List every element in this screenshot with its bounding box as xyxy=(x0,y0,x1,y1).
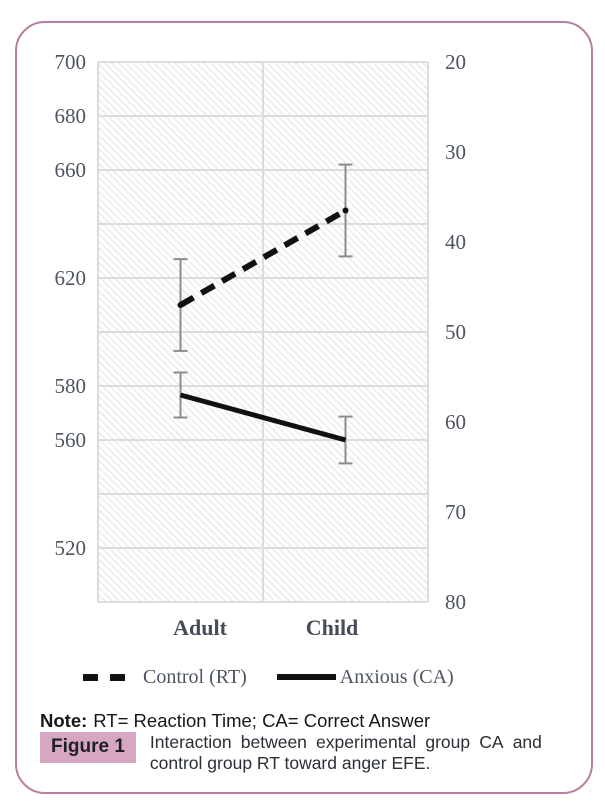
figure-caption-row: Figure 1 Interaction between experimental g… xyxy=(40,732,542,774)
figure-badge: Figure 1 xyxy=(40,732,136,763)
y-axis-right-tick: 50 xyxy=(445,320,466,344)
figure-caption: Interaction between experimental group CA and… xyxy=(150,732,542,774)
series-line-dashed xyxy=(179,207,347,308)
legend: Control (RT) Anxious (CA) xyxy=(83,664,454,690)
y-axis-right-tick: 70 xyxy=(445,500,466,524)
legend-label-anxious: Anxious (CA) xyxy=(339,665,454,688)
figure-caption-line1: Interaction between experimental group CA and xyxy=(150,732,542,753)
legend-label-control: Control (RT) xyxy=(143,665,247,688)
solid-line-sample-icon xyxy=(276,674,336,680)
y-axis-right-tick: 80 xyxy=(445,590,466,614)
y-axis-left-tick: 560 xyxy=(54,428,87,452)
caption-word: CA xyxy=(479,732,504,752)
note-text: RT= Reaction Time; CA= Correct Answer xyxy=(93,710,431,731)
figure-frame-border xyxy=(15,21,593,794)
y-axis-left-tick: 660 xyxy=(54,158,87,182)
note-line: Note: RT= Reaction Time; CA= Correct Answ… xyxy=(40,710,430,732)
y-axis-left-tick: 700 xyxy=(54,50,87,74)
y-axis-left-tick: 520 xyxy=(54,536,87,560)
y-axis-left-tick: 680 xyxy=(54,104,87,128)
dashed-line-sample-icon xyxy=(83,673,125,681)
caption-word: Interaction xyxy=(149,732,232,752)
series-line-solid xyxy=(179,392,347,443)
note-label: Note: xyxy=(40,710,88,731)
caption-word: and xyxy=(512,732,542,752)
y-axis-right-tick: 40 xyxy=(445,230,466,254)
legend-item-control: Control (RT) xyxy=(83,666,247,689)
y-axis-right-tick: 60 xyxy=(445,410,466,434)
caption-word: experimental xyxy=(316,732,417,752)
y-axis-left-tick: 580 xyxy=(54,374,87,398)
data-point-dot xyxy=(177,302,184,308)
y-axis-right-tick: 20 xyxy=(445,50,466,74)
x-axis-category-label: Adult xyxy=(173,615,227,640)
x-axis-category-label: Child xyxy=(305,615,359,640)
caption-word: between xyxy=(240,732,307,752)
caption-word: group xyxy=(425,732,471,752)
y-axis-right-tick: 30 xyxy=(445,140,466,164)
legend-item-anxious: Anxious (CA) xyxy=(276,665,454,689)
y-axis-left-tick: 620 xyxy=(54,266,87,290)
figure-caption-line2: control group RT toward anger EFE. xyxy=(149,753,431,773)
data-point-dot xyxy=(342,207,349,214)
